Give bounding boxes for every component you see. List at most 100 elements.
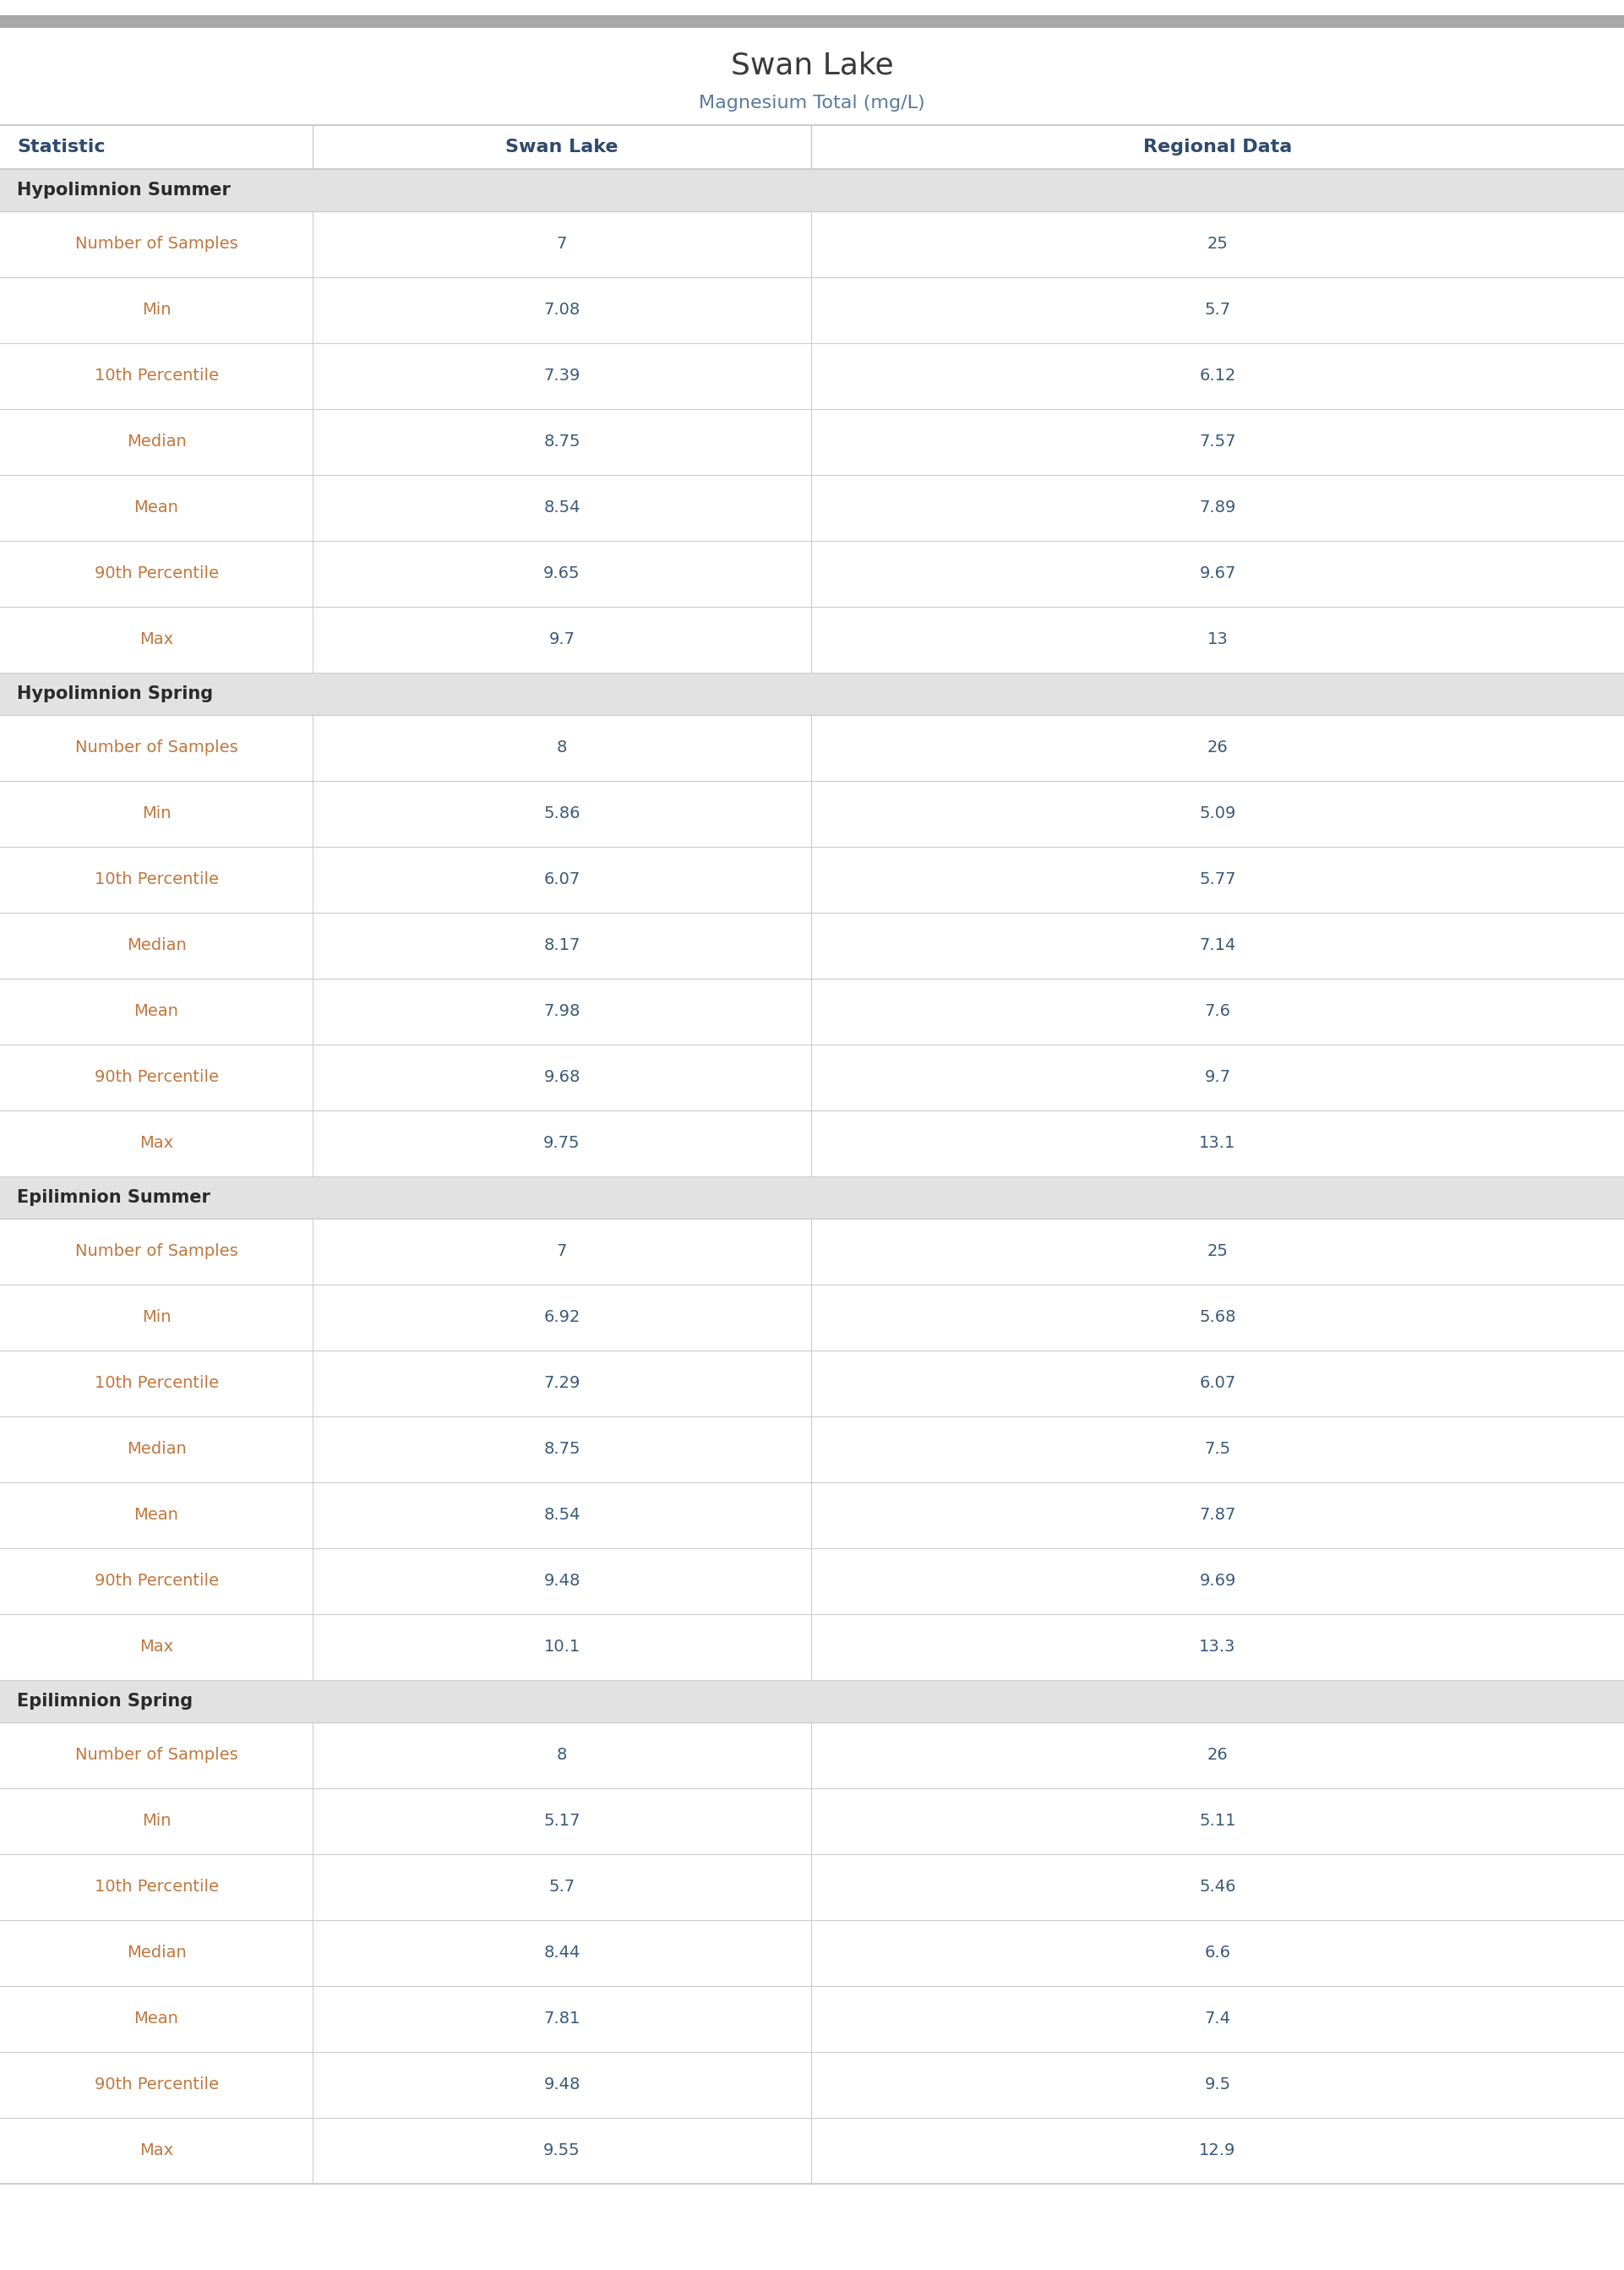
Bar bbox=[0, 913, 1624, 978]
Text: 25: 25 bbox=[1207, 1244, 1228, 1260]
Bar bbox=[0, 715, 1624, 781]
Text: 12.9: 12.9 bbox=[1199, 2143, 1236, 2159]
Text: 10th Percentile: 10th Percentile bbox=[94, 368, 218, 384]
Text: Median: Median bbox=[127, 1945, 187, 1961]
Text: 5.46: 5.46 bbox=[1199, 1880, 1236, 1895]
Bar bbox=[0, 1548, 1624, 1614]
Text: Max: Max bbox=[140, 2143, 174, 2159]
Text: 9.68: 9.68 bbox=[544, 1069, 580, 1085]
Bar bbox=[0, 1789, 1624, 1855]
Text: 90th Percentile: 90th Percentile bbox=[94, 1069, 218, 1085]
Text: 13.1: 13.1 bbox=[1199, 1135, 1236, 1151]
Text: Max: Max bbox=[140, 1639, 174, 1655]
Text: Statistic: Statistic bbox=[16, 138, 106, 157]
Text: 5.7: 5.7 bbox=[549, 1880, 575, 1895]
Text: Number of Samples: Number of Samples bbox=[75, 236, 237, 252]
Text: 7.89: 7.89 bbox=[1199, 499, 1236, 515]
Bar bbox=[0, 847, 1624, 913]
Bar bbox=[0, 168, 1624, 211]
Text: Epilimnion Summer: Epilimnion Summer bbox=[16, 1189, 209, 1205]
Text: Number of Samples: Number of Samples bbox=[75, 740, 237, 756]
Bar bbox=[0, 1044, 1624, 1110]
Text: Swan Lake: Swan Lake bbox=[731, 52, 893, 79]
Text: Regional Data: Regional Data bbox=[1143, 138, 1293, 157]
Bar bbox=[0, 672, 1624, 715]
Text: 13: 13 bbox=[1207, 631, 1228, 647]
Text: Min: Min bbox=[141, 302, 171, 318]
Text: 13.3: 13.3 bbox=[1199, 1639, 1236, 1655]
Bar bbox=[0, 1351, 1624, 1416]
Bar bbox=[0, 1855, 1624, 1920]
Text: 90th Percentile: 90th Percentile bbox=[94, 565, 218, 581]
Bar bbox=[0, 474, 1624, 540]
Text: 7.6: 7.6 bbox=[1205, 1003, 1231, 1019]
Text: 7.4: 7.4 bbox=[1205, 2011, 1231, 2027]
Text: 9.75: 9.75 bbox=[544, 1135, 580, 1151]
Bar bbox=[0, 1219, 1624, 1285]
Bar bbox=[0, 1920, 1624, 1986]
Text: 5.77: 5.77 bbox=[1199, 872, 1236, 888]
Text: Min: Min bbox=[141, 1814, 171, 1830]
Bar bbox=[0, 1986, 1624, 2052]
Text: Mean: Mean bbox=[133, 499, 179, 515]
Text: Median: Median bbox=[127, 938, 187, 953]
Text: 7: 7 bbox=[557, 236, 567, 252]
Text: 10th Percentile: 10th Percentile bbox=[94, 1880, 218, 1895]
Text: 9.69: 9.69 bbox=[1199, 1573, 1236, 1589]
Text: 8.75: 8.75 bbox=[544, 1441, 580, 1457]
Text: Max: Max bbox=[140, 1135, 174, 1151]
Bar bbox=[0, 409, 1624, 474]
Bar bbox=[0, 277, 1624, 343]
Text: Magnesium Total (mg/L): Magnesium Total (mg/L) bbox=[698, 95, 926, 111]
Text: Min: Min bbox=[141, 1310, 171, 1326]
Bar bbox=[0, 1482, 1624, 1548]
Text: Median: Median bbox=[127, 1441, 187, 1457]
Text: 7.81: 7.81 bbox=[544, 2011, 580, 2027]
Text: 5.68: 5.68 bbox=[1199, 1310, 1236, 1326]
Bar bbox=[0, 1285, 1624, 1351]
Text: 8: 8 bbox=[557, 740, 567, 756]
Text: 7.29: 7.29 bbox=[544, 1376, 580, 1392]
Text: 9.65: 9.65 bbox=[544, 565, 580, 581]
Bar bbox=[0, 1110, 1624, 1176]
Bar bbox=[0, 781, 1624, 847]
Text: 8.54: 8.54 bbox=[544, 1507, 580, 1523]
Text: Mean: Mean bbox=[133, 1003, 179, 1019]
Text: 5.09: 5.09 bbox=[1199, 806, 1236, 822]
Text: Number of Samples: Number of Samples bbox=[75, 1244, 237, 1260]
Text: 7.08: 7.08 bbox=[544, 302, 580, 318]
Text: 5.86: 5.86 bbox=[544, 806, 580, 822]
Text: 8.54: 8.54 bbox=[544, 499, 580, 515]
Text: 6.12: 6.12 bbox=[1199, 368, 1236, 384]
Text: 9.7: 9.7 bbox=[1205, 1069, 1231, 1085]
Text: Epilimnion Spring: Epilimnion Spring bbox=[16, 1693, 193, 1709]
Text: Mean: Mean bbox=[133, 2011, 179, 2027]
Text: 9.55: 9.55 bbox=[544, 2143, 580, 2159]
Text: 9.5: 9.5 bbox=[1205, 2077, 1231, 2093]
Bar bbox=[0, 1614, 1624, 1680]
Text: Mean: Mean bbox=[133, 1507, 179, 1523]
Text: 5.11: 5.11 bbox=[1199, 1814, 1236, 1830]
Text: Min: Min bbox=[141, 806, 171, 822]
Bar bbox=[0, 2052, 1624, 2118]
Text: 26: 26 bbox=[1207, 1748, 1228, 1764]
Text: 5.17: 5.17 bbox=[544, 1814, 580, 1830]
Text: Max: Max bbox=[140, 631, 174, 647]
Text: Hypolimnion Spring: Hypolimnion Spring bbox=[16, 686, 213, 701]
Bar bbox=[0, 2118, 1624, 2184]
Text: 7.39: 7.39 bbox=[544, 368, 580, 384]
Text: 10th Percentile: 10th Percentile bbox=[94, 1376, 218, 1392]
Text: 5.7: 5.7 bbox=[1205, 302, 1231, 318]
Bar bbox=[0, 343, 1624, 409]
Bar bbox=[0, 540, 1624, 606]
Bar bbox=[0, 1176, 1624, 1219]
Text: 9.7: 9.7 bbox=[549, 631, 575, 647]
Text: 8.44: 8.44 bbox=[544, 1945, 580, 1961]
Text: 9.48: 9.48 bbox=[544, 1573, 580, 1589]
Text: 7.14: 7.14 bbox=[1199, 938, 1236, 953]
Text: Median: Median bbox=[127, 434, 187, 449]
Text: 6.07: 6.07 bbox=[544, 872, 580, 888]
Text: 8.75: 8.75 bbox=[544, 434, 580, 449]
Text: 90th Percentile: 90th Percentile bbox=[94, 2077, 218, 2093]
Text: 7: 7 bbox=[557, 1244, 567, 1260]
